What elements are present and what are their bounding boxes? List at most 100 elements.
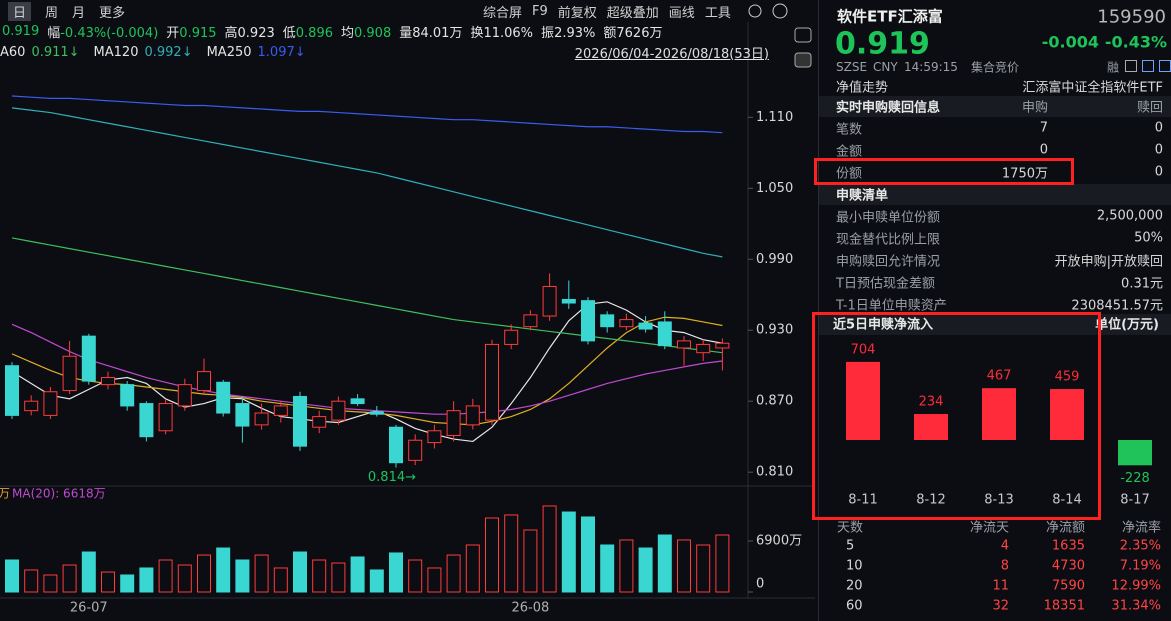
date-range[interactable]: 2026/06/04-2026/08/18(53日) (574, 46, 769, 62)
value-label: 467 (987, 369, 1012, 384)
quote-item: 高0.923 (225, 22, 275, 41)
tool-button[interactable]: 工具 (704, 5, 731, 21)
tool-button[interactable]: 超级叠加 (606, 5, 659, 21)
volume-bar (638, 547, 653, 593)
volume-legend: 万 (0, 487, 10, 501)
candle-body (350, 398, 365, 405)
settings-icon[interactable] (748, 4, 762, 18)
tool-button[interactable]: 综合屏 (483, 5, 523, 21)
x-tick-label: 8-13 (984, 493, 1014, 508)
quote-item: 开0.915 (166, 22, 216, 41)
volume-bar (273, 567, 288, 593)
volume-bar (619, 539, 634, 593)
price-change-pct: -0.43% (1104, 32, 1167, 52)
legend-name: MA120 (93, 44, 139, 60)
volume-bar (677, 539, 691, 593)
candle-body (331, 400, 346, 421)
candle-body (542, 285, 557, 317)
ma-line (11, 107, 723, 258)
candle-body (24, 400, 39, 412)
help-icon[interactable] (772, 3, 788, 19)
meta-info: SZSE (836, 60, 868, 74)
quote-item: 额7626万 (603, 22, 662, 41)
stats-value: 12.99% (1111, 578, 1161, 594)
row-value: 1750万 (1001, 166, 1048, 182)
volume-bar (523, 529, 538, 593)
panel-icon[interactable] (1142, 60, 1154, 72)
candle-body (523, 314, 538, 328)
candle-body (389, 426, 403, 464)
security-name: 软件ETF汇添富 (837, 7, 943, 26)
row-value: 0 (1154, 120, 1163, 136)
quote-value: 2.93% (554, 25, 596, 41)
ma-line (11, 301, 723, 443)
volume-bar (101, 571, 115, 593)
tool-buttons: 综合屏 F9 前复权 超级叠加 画线 工具 (483, 1, 741, 21)
wp-icon[interactable] (794, 52, 812, 68)
y-tick-label: 0.990 (756, 252, 793, 267)
volume-bar (561, 511, 576, 593)
stats-value: 4730 (1051, 558, 1085, 574)
period-tab[interactable]: 周 (45, 5, 59, 21)
ma-line (11, 95, 723, 134)
candle-body (312, 416, 327, 428)
candle-body (235, 403, 250, 427)
period-tab[interactable]: 日 (8, 1, 32, 21)
tool-button[interactable]: 画线 (668, 5, 695, 21)
row-value: 开放申购|开放赎回 (1054, 254, 1163, 270)
nav-value: 汇添富中证全指软件ETF (1022, 80, 1163, 96)
candle-body (120, 384, 135, 407)
chart-title: 近5日申赎净流入 (833, 317, 933, 333)
x-tick-label: 8-12 (916, 493, 946, 508)
ma-line (11, 316, 723, 426)
column-header: 净流率 (1121, 520, 1161, 536)
volume-bar (369, 569, 384, 593)
stats-value: 8 (1000, 558, 1009, 574)
candle-body (485, 343, 499, 421)
flow-bar (982, 388, 1016, 440)
value-label: 234 (919, 395, 944, 410)
y-tick-label: 1.110 (756, 110, 793, 125)
flow-bar (846, 361, 880, 440)
candle-body (677, 340, 691, 349)
tool-button[interactable]: 前复权 (557, 5, 597, 21)
ma-line (11, 237, 723, 354)
security-code: 159590 (1097, 6, 1166, 28)
download-icon[interactable] (794, 27, 812, 43)
volume-bar (485, 517, 499, 593)
volume-bar (408, 559, 423, 593)
panel-icon[interactable] (1159, 60, 1171, 72)
column-header: 赎回 (1136, 100, 1163, 116)
y-tick-label: 6900万 (756, 534, 802, 549)
section-title: 实时申购赎回信息 (836, 100, 941, 116)
column-header: 申购 (1021, 100, 1048, 116)
period-tab[interactable]: 月 (72, 5, 86, 21)
stats-value: 32 (992, 598, 1009, 614)
low-annotation: 0.814→ (368, 470, 416, 485)
candle-body (696, 343, 711, 354)
volume-bar (177, 564, 192, 593)
candle-body (158, 403, 173, 432)
stats-days: 60 (846, 598, 863, 614)
volume-bar (24, 569, 39, 593)
quote-item: 0.919 (2, 24, 39, 39)
row-value: 7 (1039, 120, 1048, 136)
value-label: 459 (1055, 370, 1080, 385)
volume-bar (62, 564, 77, 593)
volume-bar (43, 574, 58, 593)
volume-bar (465, 544, 480, 593)
candle-body (657, 321, 672, 347)
panel-icon[interactable] (1125, 60, 1137, 72)
nav-label: 净值走势 (836, 80, 889, 96)
candle-body (62, 355, 77, 392)
quote-item: 振2.93% (541, 22, 595, 41)
stats-days: 10 (846, 558, 863, 574)
period-tab[interactable]: 更多 (99, 5, 126, 21)
legend-name: A60 (0, 44, 26, 60)
tool-button[interactable]: F9 (532, 3, 548, 19)
margin-tag: 融 (1106, 60, 1120, 75)
row-label: 份额 (836, 166, 863, 182)
quote-item: 换11.06% (470, 22, 533, 41)
candle-body (216, 381, 231, 414)
candle-body (504, 329, 519, 345)
